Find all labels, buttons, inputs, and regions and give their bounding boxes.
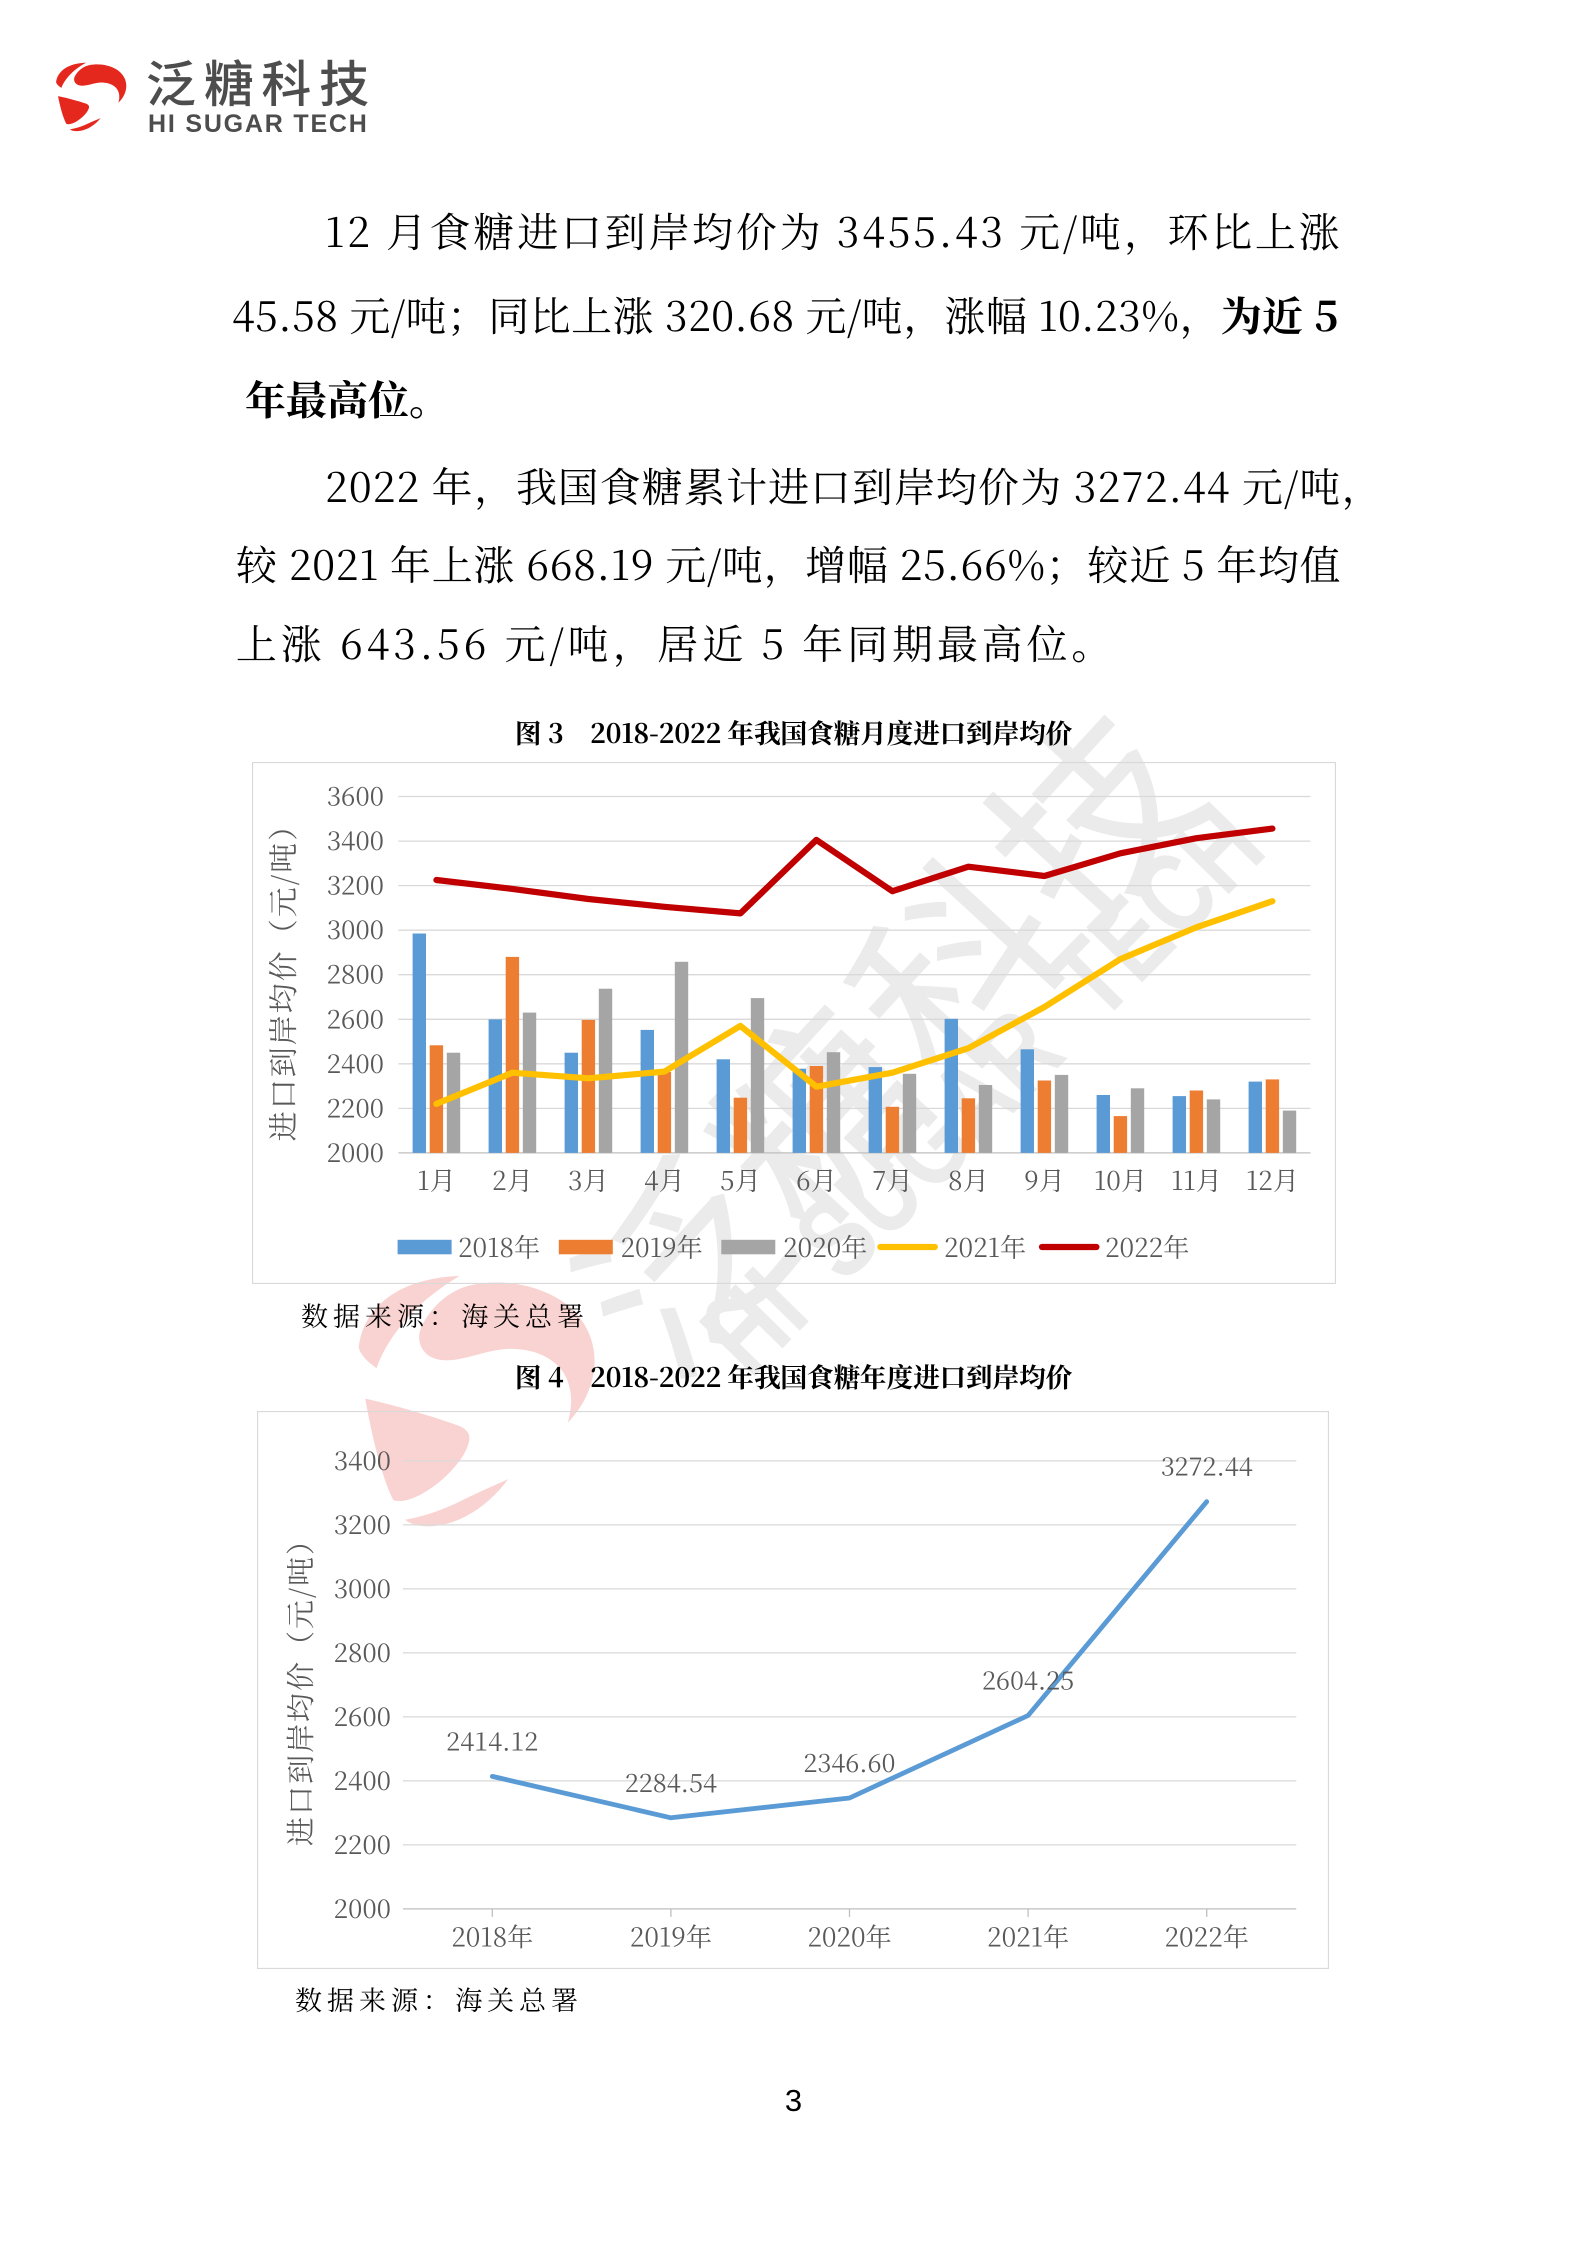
svg-text:2018年: 2018年 (451, 1918, 533, 1955)
svg-text:2414.12: 2414.12 (446, 1722, 538, 1758)
svg-text:11月: 11月 (1171, 1161, 1222, 1198)
svg-text:3400: 3400 (334, 1441, 391, 1478)
svg-text:3600: 3600 (327, 777, 384, 814)
svg-text:3000: 3000 (334, 1569, 391, 1606)
svg-text:2018年: 2018年 (458, 1228, 540, 1265)
svg-text:3月: 3月 (568, 1161, 609, 1198)
svg-text:2600: 2600 (327, 999, 384, 1036)
svg-text:3400: 3400 (327, 821, 384, 858)
svg-text:2000: 2000 (327, 1133, 384, 1170)
svg-text:2600: 2600 (334, 1697, 391, 1734)
svg-text:3200: 3200 (334, 1505, 391, 1542)
svg-text:2000: 2000 (334, 1889, 391, 1926)
svg-text:12月: 12月 (1246, 1161, 1299, 1198)
svg-text:2020年: 2020年 (807, 1918, 891, 1955)
svg-text:2284.54: 2284.54 (625, 1764, 717, 1800)
svg-text:2400: 2400 (327, 1044, 384, 1081)
svg-text:2800: 2800 (334, 1633, 391, 1670)
svg-text:2月: 2月 (492, 1161, 533, 1198)
svg-text:2019年: 2019年 (621, 1228, 703, 1265)
svg-text:2021年: 2021年 (987, 1918, 1069, 1955)
svg-text:7月: 7月 (872, 1161, 913, 1198)
svg-text:1月: 1月 (417, 1161, 456, 1198)
svg-text:10月: 10月 (1094, 1161, 1147, 1198)
svg-text:进口到岸均价（元/吨）: 进口到岸均价（元/吨） (279, 1524, 320, 1846)
svg-text:2200: 2200 (334, 1825, 391, 1862)
svg-text:3272.44: 3272.44 (1161, 1448, 1253, 1484)
svg-text:6月: 6月 (796, 1161, 837, 1198)
svg-text:8月: 8月 (948, 1161, 989, 1198)
svg-text:2022年: 2022年 (1165, 1918, 1249, 1955)
svg-text:5月: 5月 (720, 1161, 761, 1198)
svg-text:2022年: 2022年 (1105, 1228, 1189, 1265)
svg-text:2020年: 2020年 (783, 1228, 867, 1265)
svg-text:2604.25: 2604.25 (982, 1662, 1074, 1698)
svg-text:2021年: 2021年 (944, 1228, 1026, 1265)
svg-text:3000: 3000 (327, 910, 384, 947)
svg-text:2800: 2800 (327, 955, 384, 992)
svg-text:9月: 9月 (1024, 1161, 1065, 1198)
svg-text:2200: 2200 (327, 1088, 384, 1125)
svg-text:进口到岸均价（元/吨）: 进口到岸均价（元/吨） (259, 809, 303, 1141)
svg-text:2019年: 2019年 (630, 1918, 712, 1955)
svg-text:3200: 3200 (327, 866, 384, 903)
svg-text:2400: 2400 (334, 1761, 391, 1798)
svg-text:4月: 4月 (644, 1161, 685, 1198)
svg-text:2346.60: 2346.60 (803, 1744, 895, 1780)
